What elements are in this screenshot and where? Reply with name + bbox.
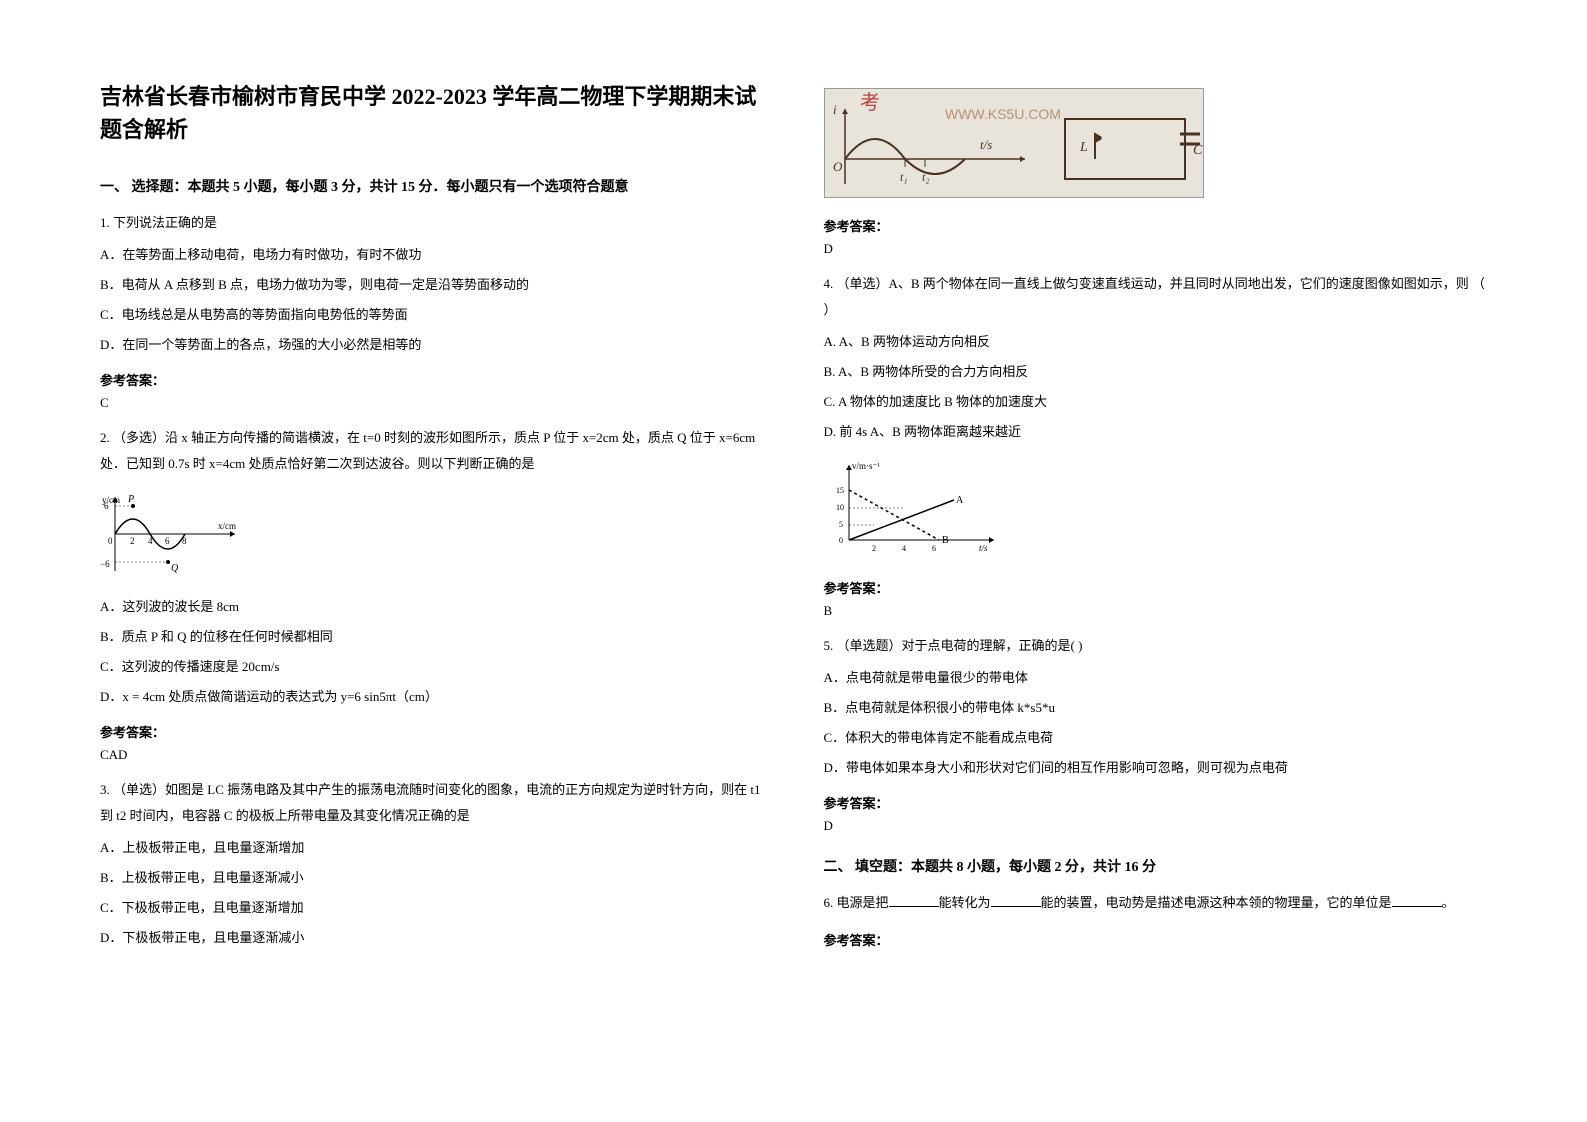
q2-answer: CAD: [100, 747, 764, 763]
wave-xlabel-text: x/cm: [218, 521, 236, 531]
q3-option-d: D．下极板带正电，且电量逐渐减小: [100, 925, 764, 951]
q1-answer: C: [100, 395, 764, 411]
svg-text:t₂: t₂: [922, 170, 930, 184]
svg-text:C: C: [1193, 143, 1203, 158]
q5-answer-label: 参考答案：: [824, 793, 1488, 812]
q2-answer-label: 参考答案：: [100, 722, 764, 741]
q6-stem-part1: 6. 电源是把: [824, 895, 889, 910]
svg-text:t/s: t/s: [979, 543, 988, 553]
q6-stem: 6. 电源是把 能转化为 能的装置，电动势是描述电源这种本领的物理量，它的单位是 。: [824, 890, 1488, 916]
svg-text:t₁: t₁: [900, 170, 908, 184]
svg-text:6: 6: [165, 536, 170, 546]
q4-option-a: A. A、B 两物体运动方向相反: [824, 329, 1488, 355]
svg-text:0: 0: [839, 536, 843, 545]
svg-text:P: P: [127, 494, 134, 505]
q1-option-b: B．电荷从 A 点移到 B 点，电场力做功为零，则电荷一定是沿等势面移动的: [100, 272, 764, 298]
q6-blank-1: [889, 893, 939, 907]
svg-text:A: A: [956, 495, 964, 506]
q1-option-c: C．电场线总是从电势高的等势面指向电势低的等势面: [100, 302, 764, 328]
q5-option-c: C．体积大的带电体肯定不能看成点电荷: [824, 725, 1488, 751]
q4-option-d: D. 前 4s A、B 两物体距离越来越近: [824, 419, 1488, 445]
svg-text:t/s: t/s: [980, 137, 992, 152]
svg-text:5: 5: [839, 520, 843, 529]
svg-text:6: 6: [932, 544, 936, 553]
svg-text:2: 2: [130, 536, 135, 546]
q3-circuit-figure: WWW.KS5U.COM i t/s O t₁ t₂ L C 考: [824, 88, 1204, 198]
svg-text:Q: Q: [171, 563, 179, 574]
right-column: WWW.KS5U.COM i t/s O t₁ t₂ L C 考 参考答案： D…: [824, 80, 1488, 1042]
q3-option-a: A．上极板带正电，且电量逐渐增加: [100, 835, 764, 861]
q2-stem: 2. （多选）沿 x 轴正方向传播的简谐横波，在 t=0 时刻的波形如图所示，质…: [100, 425, 764, 477]
q5-answer: D: [824, 818, 1488, 834]
document-title: 吉林省长春市榆树市育民中学 2022-2023 学年高二物理下学期期末试题含解析: [100, 80, 764, 146]
svg-text:L: L: [1079, 140, 1088, 155]
svg-text:10: 10: [836, 503, 844, 512]
q3-stem: 3. （单选）如图是 LC 振荡电路及其中产生的振荡电流随时间变化的图象，电流的…: [100, 777, 764, 829]
q6-blank-3: [1392, 893, 1442, 907]
q4-stem: 4. （单选）A、B 两个物体在同一直线上做匀变速直线运动，并且同时从同地出发，…: [824, 271, 1488, 323]
q6-stem-part3: 能的装置，电动势是描述电源这种本领的物理量，它的单位是: [1041, 895, 1392, 910]
q1-option-a: A．在等势面上移动电荷，电场力有时做功，有时不做功: [100, 242, 764, 268]
q2-wave-figure: y/cm x/cm 6 −6 0 2 4 6 8 P Q: [100, 489, 764, 584]
q4-option-c: C. A 物体的加速度比 B 物体的加速度大: [824, 389, 1488, 415]
q2-option-a: A．这列波的波长是 8cm: [100, 594, 764, 620]
svg-text:0: 0: [108, 536, 113, 546]
watermark-text: WWW.KS5U.COM: [945, 106, 1061, 122]
q3-answer: D: [824, 241, 1488, 257]
q2-option-c: C．这列波的传播速度是 20cm/s: [100, 654, 764, 680]
q6-stem-part2: 能转化为: [939, 895, 991, 910]
q5-option-b: B．点电荷就是体积很小的带电体 k*s5*u: [824, 695, 1488, 721]
svg-text:6: 6: [104, 501, 109, 511]
svg-text:O: O: [833, 159, 843, 174]
q5-stem: 5. （单选题）对于点电荷的理解，正确的是( ): [824, 633, 1488, 659]
q5-option-a: A．点电荷就是带电量很少的带电体: [824, 665, 1488, 691]
section-2-header: 二、 填空题：本题共 8 小题，每小题 2 分，共计 16 分: [824, 856, 1488, 876]
q3-answer-label: 参考答案：: [824, 216, 1488, 235]
left-column: 吉林省长春市榆树市育民中学 2022-2023 学年高二物理下学期期末试题含解析…: [100, 80, 764, 1042]
q2-option-b: B．质点 P 和 Q 的位移在任何时候都相同: [100, 624, 764, 650]
q6-stem-part4: 。: [1442, 895, 1455, 910]
svg-text:−6: −6: [100, 559, 110, 569]
q6-answer-label: 参考答案：: [824, 930, 1488, 949]
q6-blank-2: [991, 893, 1041, 907]
q3-option-c: C．下极板带正电，且电量逐渐增加: [100, 895, 764, 921]
q3-option-b: B．上极板带正电，且电量逐渐减小: [100, 865, 764, 891]
svg-text:B: B: [942, 535, 949, 546]
svg-text:2: 2: [872, 544, 876, 553]
q1-answer-label: 参考答案：: [100, 370, 764, 389]
q1-option-d: D．在同一个等势面上的各点，场强的大小必然是相等的: [100, 332, 764, 358]
q4-answer: B: [824, 603, 1488, 619]
svg-text:i: i: [833, 102, 837, 117]
q4-option-b: B. A、B 两物体所受的合力方向相反: [824, 359, 1488, 385]
q2-option-d: D．x = 4cm 处质点做简谐运动的表达式为 y=6 sin5πt（cm）: [100, 684, 764, 710]
svg-text:4: 4: [902, 544, 906, 553]
svg-text:v/m·s⁻¹: v/m·s⁻¹: [852, 461, 880, 471]
q4-answer-label: 参考答案：: [824, 578, 1488, 597]
q4-velocity-figure: v/m·s⁻¹ t/s 0 5 10 15 2 4 6 A B: [824, 455, 1488, 560]
q5-option-d: D．带电体如果本身大小和形状对它们间的相互作用影响可忽略，则可视为点电荷: [824, 755, 1488, 781]
q1-stem: 1. 下列说法正确的是: [100, 210, 764, 236]
svg-text:15: 15: [836, 486, 844, 495]
section-1-header: 一、 选择题：本题共 5 小题，每小题 3 分，共计 15 分．每小题只有一个选…: [100, 176, 764, 196]
svg-text:考: 考: [860, 91, 880, 114]
